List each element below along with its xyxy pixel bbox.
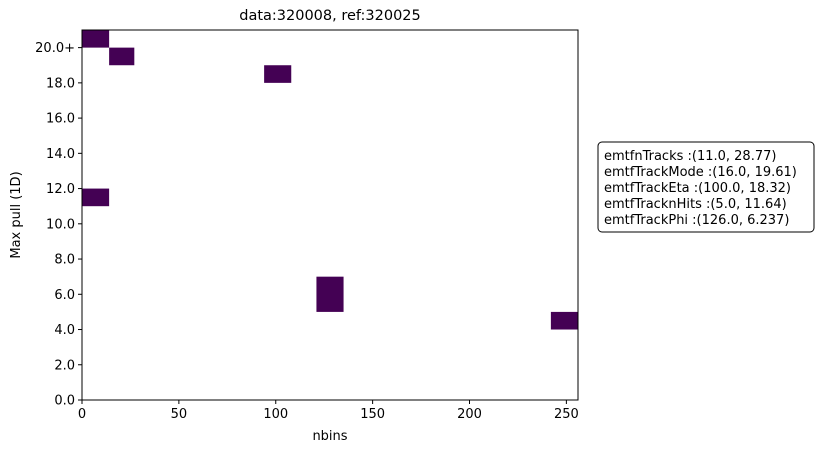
x-tick-label: 50 [171,407,188,422]
y-tick-label: 18.0 [46,76,75,91]
y-axis-ticks: 0.0 2.0 4.0 6.0 8.0 10.0 12.0 14.0 16.0 18.0 20.0+ [35,41,82,409]
y-tick-label: 8.0 [54,253,75,268]
y-tick-label: 16.0 [46,112,75,127]
chart-title: data:320008, ref:320025 [239,8,421,24]
y-tick-label: 4.0 [54,323,75,338]
heatmap-cell [264,65,292,83]
y-tick-label: 10.0 [46,217,75,232]
y-tick-label: 6.0 [54,288,75,303]
heatmap-cell [82,188,110,207]
legend-entry: emtfnTracks :(11.0, 28.77) [604,149,776,164]
heatmap-cells [82,30,578,330]
legend-entry: emtfTrackMode :(16.0, 19.61) [604,165,797,180]
legend-entry: emtfTrackEta :(100.0, 18.32) [604,181,791,196]
x-axis-title: nbins [312,429,347,444]
x-tick-label: 200 [457,407,482,422]
heatmap-cell [550,311,578,330]
legend-entry: emtfTrackPhi :(126.0, 6.237) [604,213,789,228]
x-tick-label: 100 [263,407,288,422]
legend-frame [597,141,815,233]
plot-frame [81,29,579,401]
x-tick-label: 250 [554,407,579,422]
legend: emtfnTracks :(11.0, 28.77)emtfTrackMode … [597,141,815,233]
y-tick-label: 12.0 [46,182,75,197]
y-tick-label: 14.0 [46,147,75,162]
x-tick-label: 0 [78,407,86,422]
heatmap-cell [82,30,110,48]
heatmap-cell [316,276,344,312]
heatmap-cell [109,47,135,66]
y-tick-label: 0.0 [54,394,75,409]
x-tick-label: 150 [360,407,385,422]
y-axis-title: Max pull (1D) [9,171,24,258]
y-tick-label: 20.0+ [35,41,75,56]
y-tick-label: 2.0 [54,358,75,373]
x-axis-ticks: 0 50 100 150 200 250 [78,400,579,422]
legend-entry: emtfTracknHits :(5.0, 11.64) [604,197,787,212]
